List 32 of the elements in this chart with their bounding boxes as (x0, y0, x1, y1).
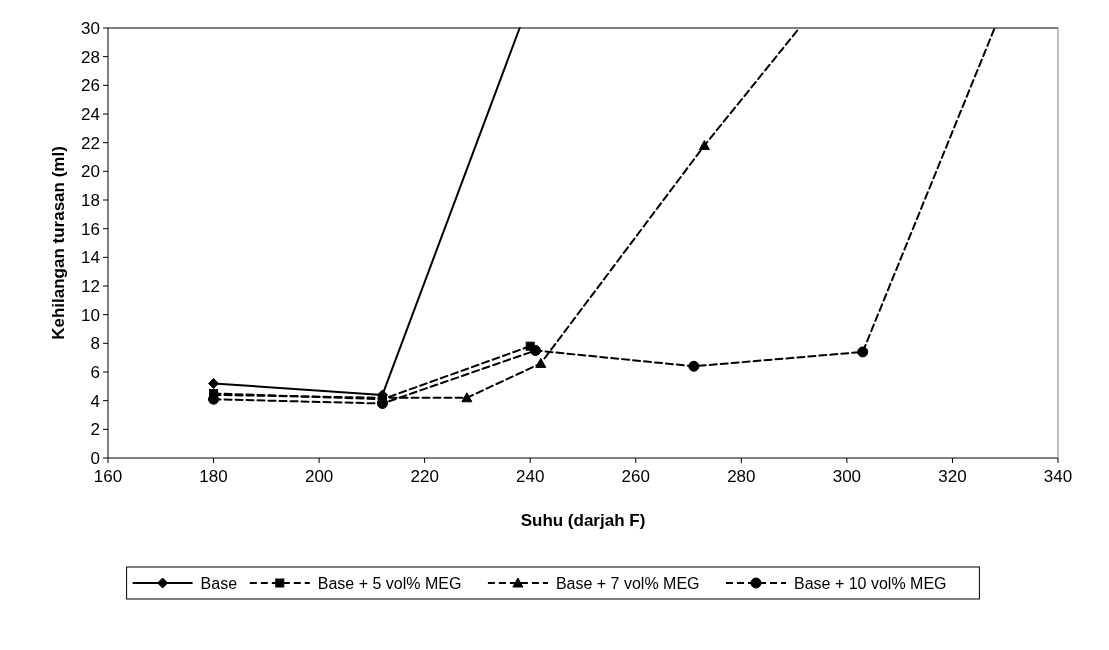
x-tick-label: 260 (621, 467, 650, 486)
x-tick-label: 200 (304, 467, 334, 486)
x-tick-label: 280 (727, 467, 756, 486)
y-tick-label: 16 (81, 219, 100, 239)
x-tick-label: 240 (516, 467, 545, 486)
y-tick-label: 0 (90, 448, 100, 468)
y-tick-label: 24 (81, 104, 100, 124)
legend-label: Base (200, 574, 238, 592)
y-tick-label: 30 (81, 18, 100, 38)
x-tick-label: 160 (93, 467, 123, 486)
y-tick-label: 6 (90, 362, 100, 382)
legend-label: Base + 7 vol% MEG (555, 574, 700, 592)
x-tick-label: 340 (1043, 467, 1073, 486)
y-tick-label: 12 (81, 276, 100, 296)
y-axis-title: Kehilangan turasan (ml) (49, 146, 68, 340)
y-tick-label: 20 (81, 162, 100, 182)
y-tick-label: 22 (81, 133, 100, 153)
x-tick-label: 220 (410, 467, 439, 486)
y-tick-label: 14 (81, 248, 100, 268)
legend-label: Base + 10 vol% MEG (794, 574, 947, 592)
y-tick-label: 4 (90, 391, 100, 411)
y-tick-label: 26 (81, 76, 100, 96)
y-tick-label: 8 (90, 334, 100, 354)
x-tick-label: 180 (199, 467, 228, 486)
x-tick-label: 300 (832, 467, 862, 486)
x-axis-title: Suhu (darjah F) (520, 511, 646, 530)
y-tick-label: 18 (81, 190, 100, 210)
y-tick-label: 2 (90, 420, 100, 440)
y-tick-label: 10 (81, 305, 100, 325)
y-tick-label: 28 (81, 47, 100, 67)
x-tick-label: 320 (938, 467, 967, 486)
legend-label: Base + 5 vol% MEG (317, 574, 462, 592)
